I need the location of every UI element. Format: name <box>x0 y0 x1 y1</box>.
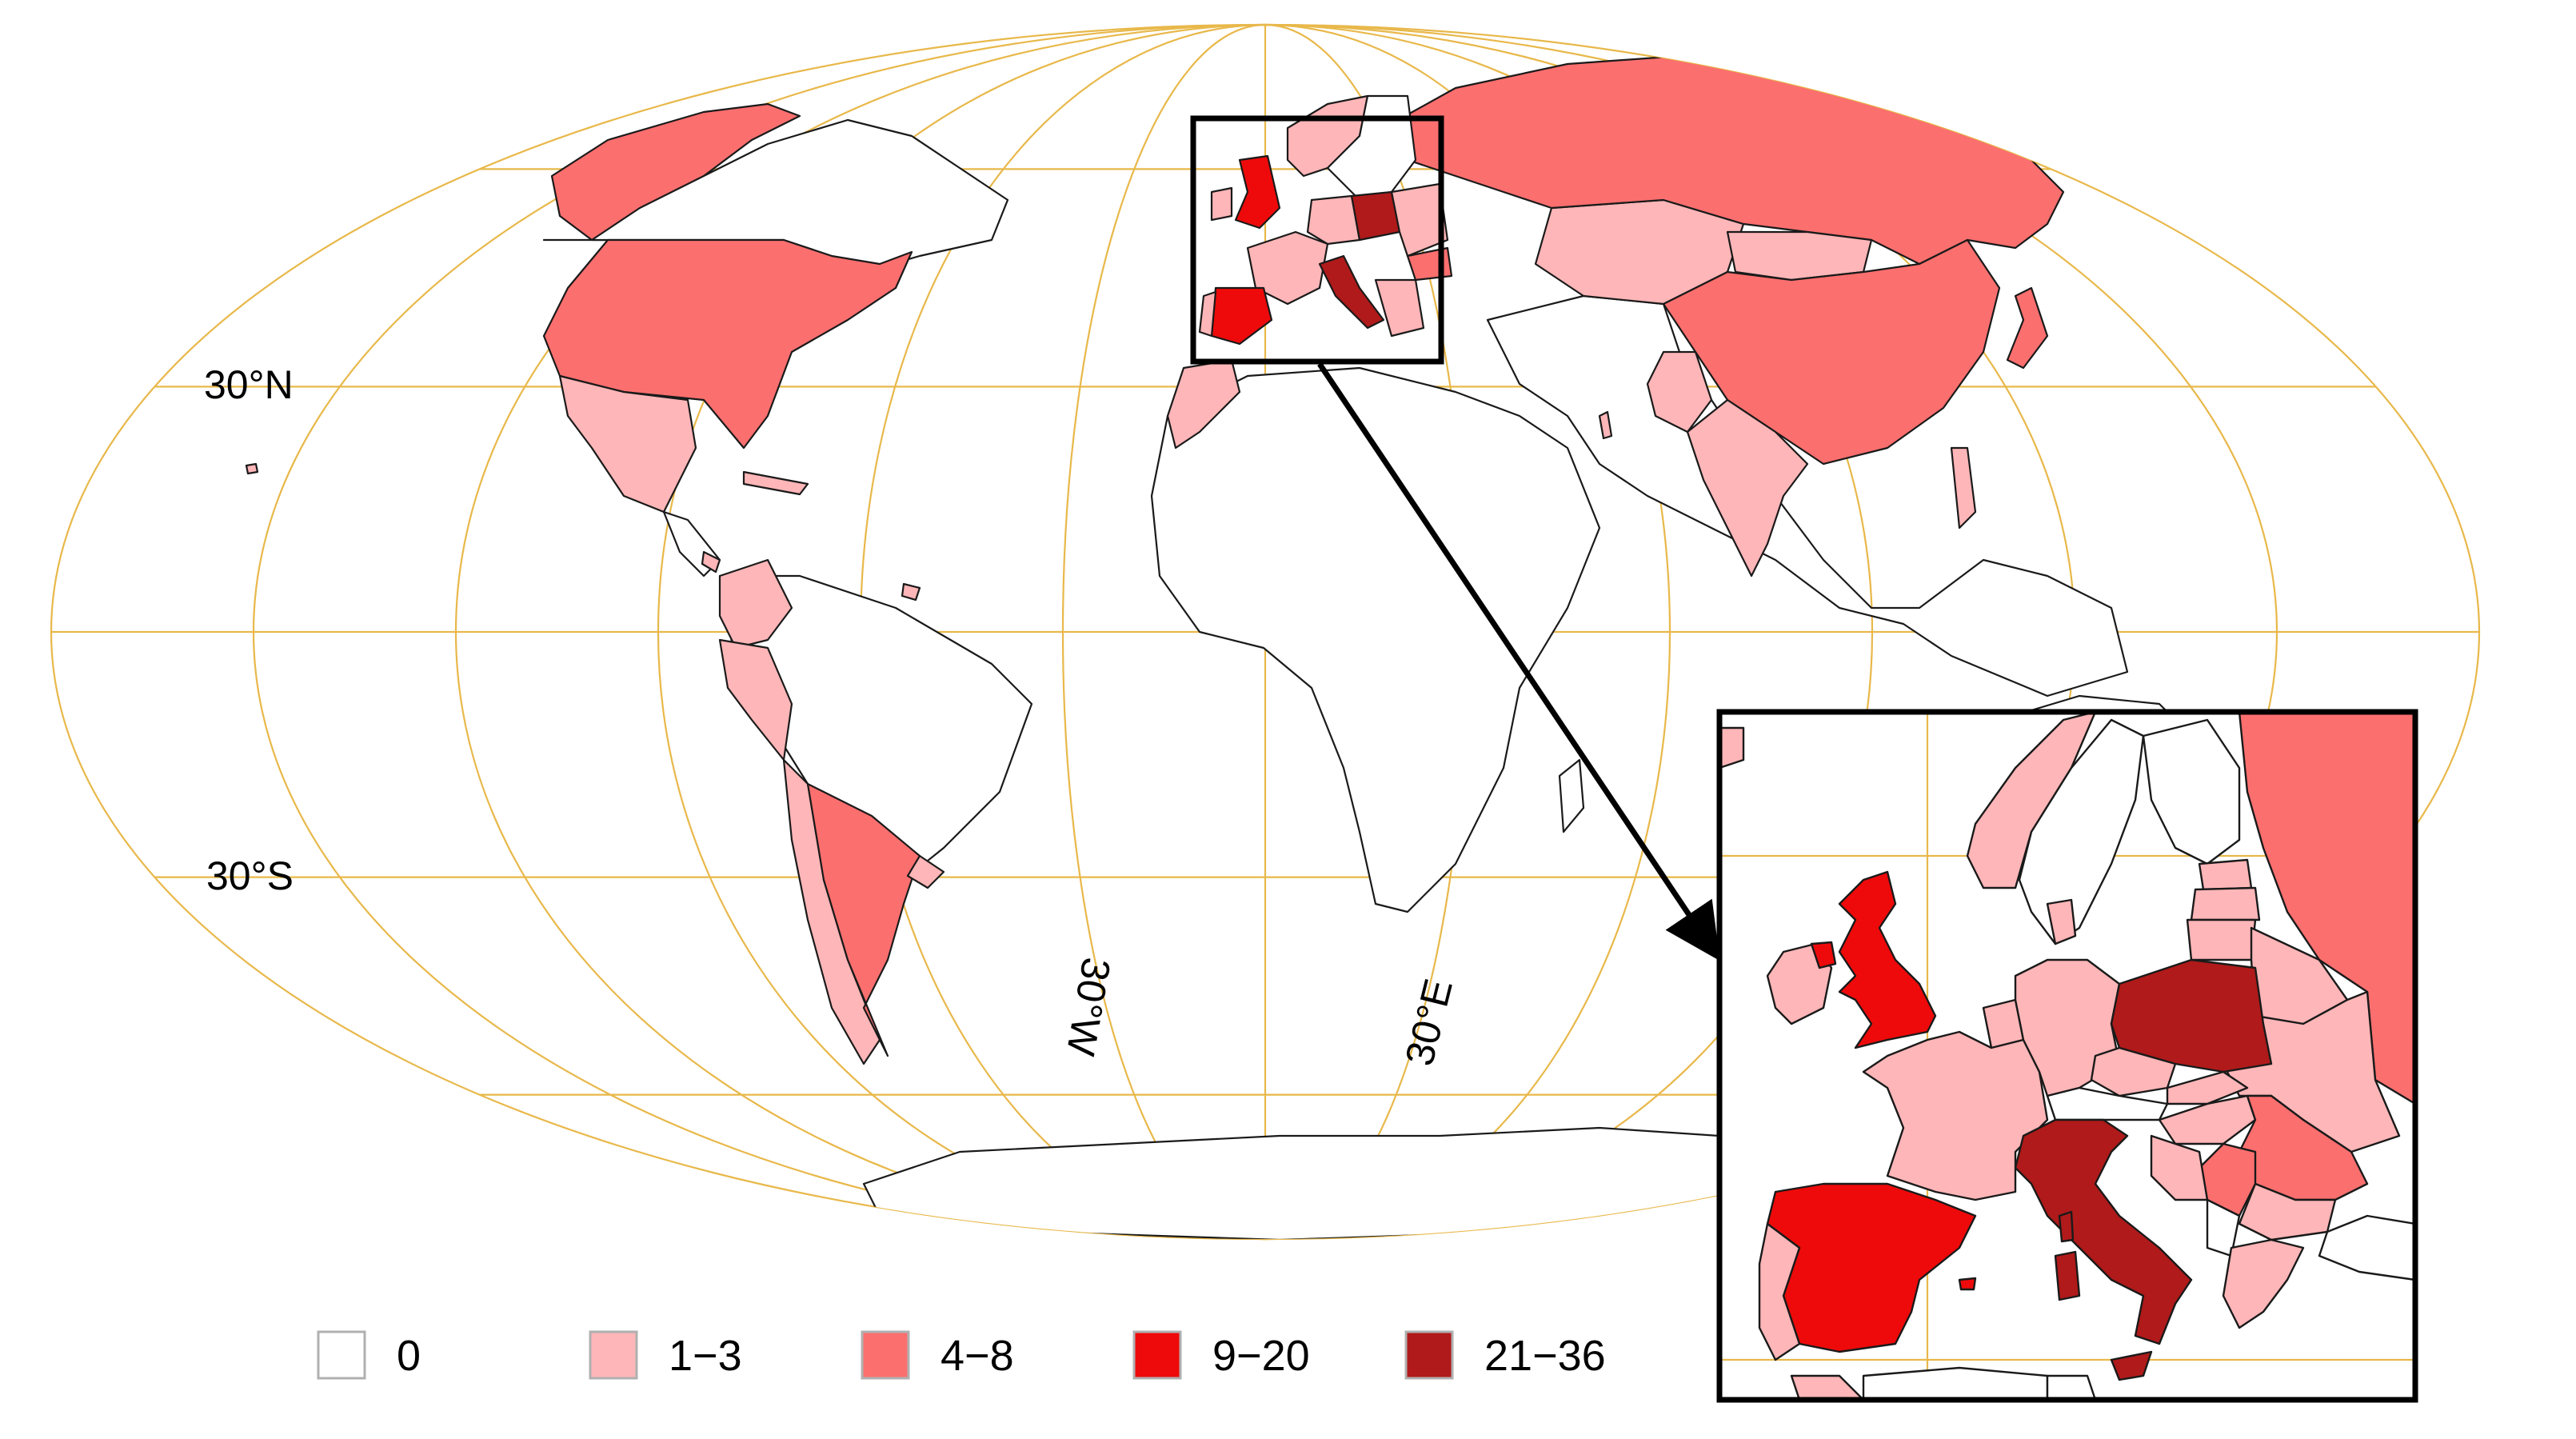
lat-label-30n: 30°N <box>204 362 294 407</box>
country-italy <box>1318 254 1385 330</box>
legend-label: 9−20 <box>1212 1332 1310 1380</box>
inset-sardinia <box>2054 1250 2081 1301</box>
inset-denmark <box>2046 898 2077 945</box>
inset-turkey <box>2318 1214 2415 1281</box>
legend-swatch <box>861 1330 910 1380</box>
country-uruguay <box>906 854 945 889</box>
inset-sicily <box>2110 1350 2153 1381</box>
country-germany <box>1306 194 1361 246</box>
inset-latvia <box>2190 886 2261 921</box>
legend-swatch <box>589 1330 638 1380</box>
legend-swatch <box>1132 1330 1182 1380</box>
lon-label-30w: 30°W <box>1058 954 1120 1059</box>
inset-corsica <box>2058 1210 2075 1243</box>
lat-label-30s: 30°S <box>206 853 294 898</box>
country-israel <box>1598 410 1613 440</box>
inset-tunisia <box>2046 1374 2097 1400</box>
country-antarctica <box>862 1126 1721 1239</box>
inset-estonia <box>2198 858 2253 891</box>
legend: 0 1−3 4−8 9−20 21−36 <box>317 1330 1606 1380</box>
island-hawaii <box>245 462 259 475</box>
country-costa-rica <box>701 550 721 574</box>
country-madagascar <box>1558 758 1585 833</box>
country-portugal <box>1198 290 1217 338</box>
country-mexico <box>558 374 697 514</box>
country-india <box>1686 398 1809 578</box>
inset-italy <box>2014 1118 2193 1345</box>
country-greenland <box>550 102 801 242</box>
country-cuba <box>742 470 809 496</box>
legend-label: 0 <box>397 1332 421 1380</box>
legend-swatch <box>317 1330 366 1380</box>
legend-label: 4−8 <box>941 1332 1014 1380</box>
country-ireland <box>1210 186 1233 222</box>
inset-croatia-bosnia <box>2150 1134 2209 1201</box>
lon-label-30e: 30°E <box>1396 974 1461 1069</box>
inset-source-box <box>1190 115 1444 365</box>
inset-russia <box>2238 712 2415 1105</box>
country-uk <box>1234 154 1281 230</box>
inset-france <box>1862 1030 2049 1201</box>
inset-uk <box>1838 870 1937 1049</box>
legend-swatch <box>1404 1330 1454 1380</box>
country-africa <box>1150 366 1601 913</box>
inset-arrow <box>1317 362 1720 961</box>
inset-poland <box>2110 958 2273 1073</box>
inset-finland <box>2142 718 2241 865</box>
country-vietnam <box>1950 446 1977 530</box>
legend-label: 21−36 <box>1484 1332 1606 1380</box>
country-spain <box>1210 286 1273 346</box>
inset-algeria <box>1862 1366 2049 1400</box>
inset-morocco <box>1790 1374 1865 1400</box>
inset-portugal <box>1758 1222 1801 1361</box>
inset-sweden <box>2018 718 2145 945</box>
country-balkans <box>1374 278 1425 338</box>
inset-slovakia <box>2166 1070 2249 1105</box>
inset-northern-ireland <box>1810 941 1837 969</box>
country-japan <box>2006 286 2049 370</box>
inset-greece <box>2222 1238 2305 1329</box>
country-colombia <box>718 558 793 650</box>
inset-lithuania <box>2186 918 2257 961</box>
legend-label: 1−3 <box>669 1332 742 1380</box>
country-dominican-republic <box>901 582 921 602</box>
inset-frame <box>1716 709 2418 1403</box>
country-argentina <box>806 782 921 1057</box>
europe-inset <box>1716 709 2418 1403</box>
inset-balearics <box>1958 1277 1977 1291</box>
country-usa <box>542 238 913 450</box>
country-eastern-europe <box>1390 182 1449 258</box>
inset-iceland <box>1719 726 1745 769</box>
